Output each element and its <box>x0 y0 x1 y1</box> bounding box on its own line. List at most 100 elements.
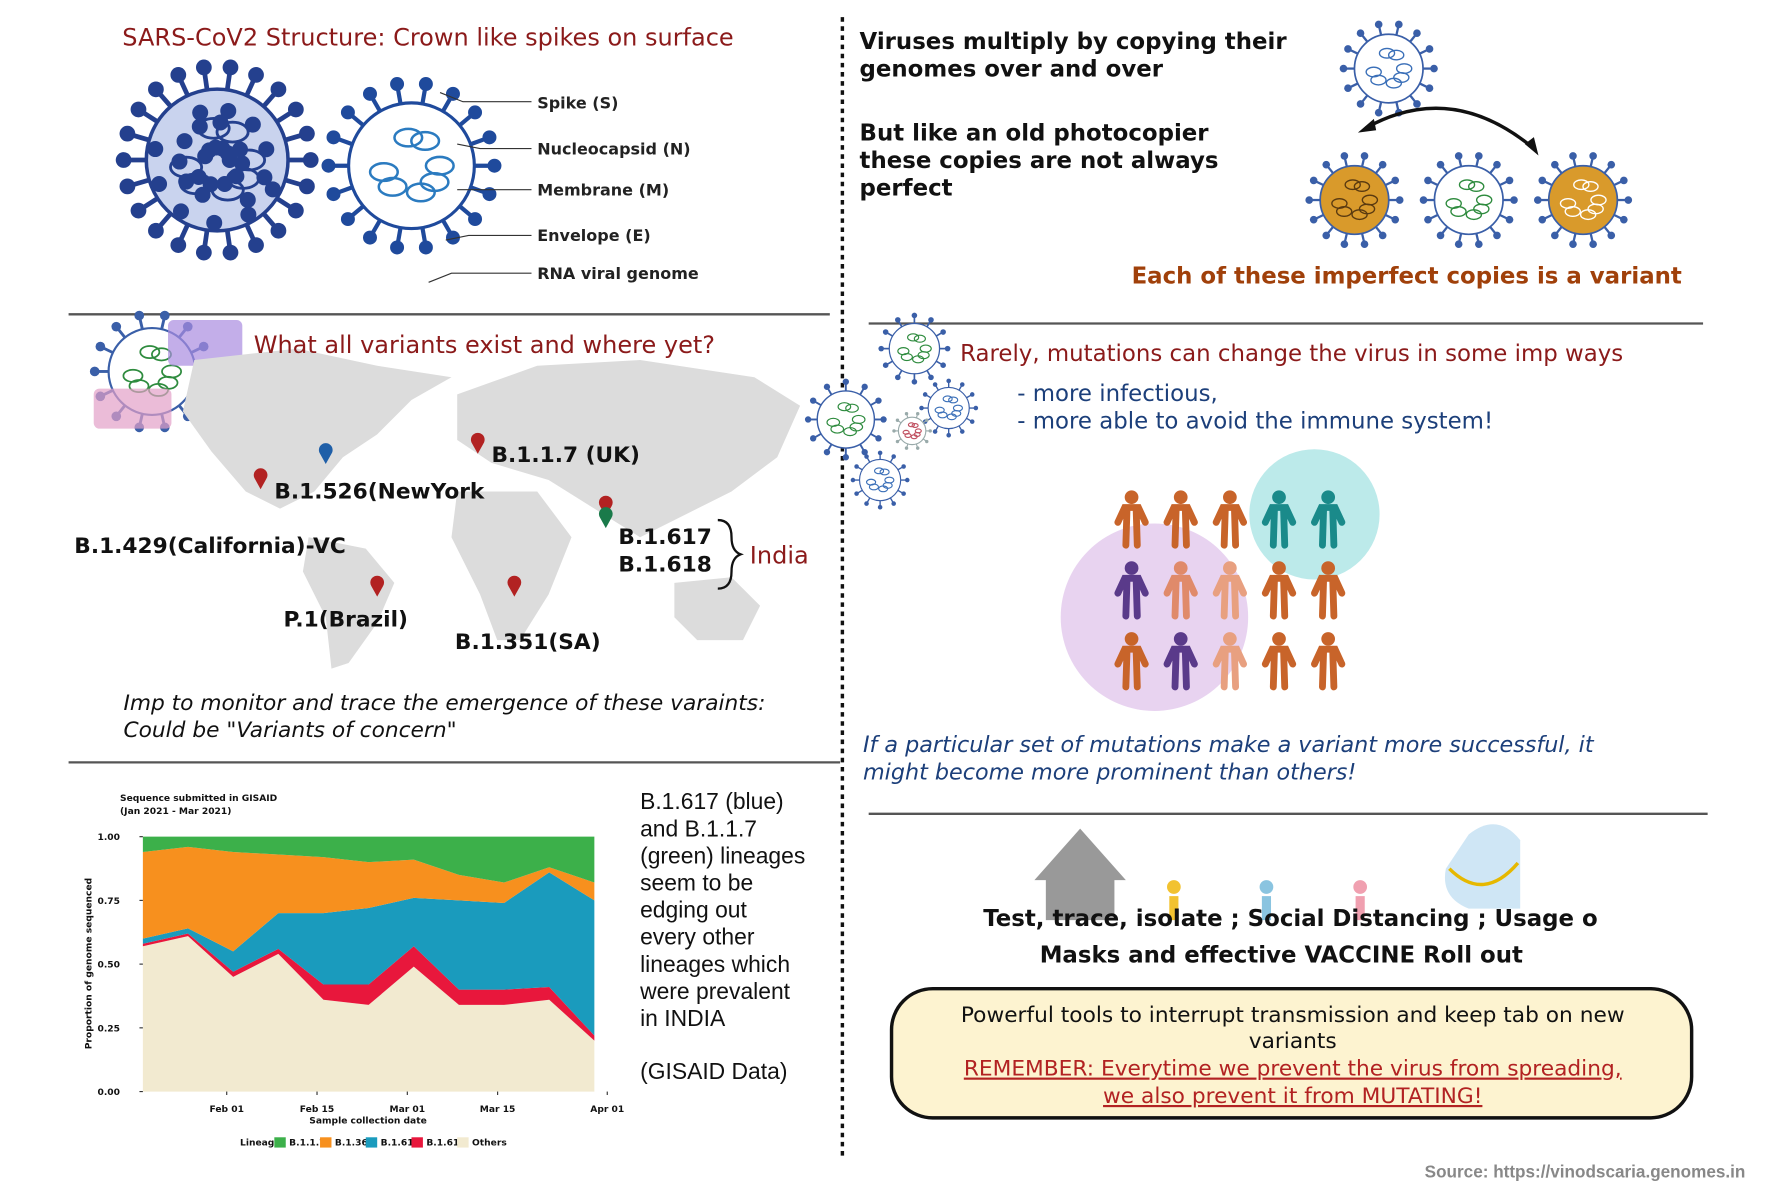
spike-head <box>861 448 868 456</box>
note-line: might become more prominent than others! <box>863 760 1356 786</box>
legend-label: B.1.1.7 <box>289 1138 325 1148</box>
spike-head <box>1538 215 1547 224</box>
continent <box>451 491 572 641</box>
spike-head <box>1424 176 1432 185</box>
map-pin <box>598 495 613 517</box>
spike-head <box>482 130 497 145</box>
continent <box>674 577 761 641</box>
spike-head <box>363 86 377 101</box>
spike-head <box>1322 160 1331 169</box>
virus-body <box>1547 164 1619 236</box>
bullet: - more infectious, <box>1017 381 1217 407</box>
person-body <box>1114 645 1149 691</box>
spike-head <box>159 310 170 321</box>
spike-head <box>468 105 483 120</box>
legend-swatch <box>457 1137 469 1148</box>
surface-protein <box>212 114 229 131</box>
legend-label: Others <box>472 1138 507 1148</box>
note-line: seem to be <box>640 870 753 896</box>
map-pin <box>253 468 268 490</box>
spike-head <box>809 397 817 404</box>
genome <box>405 182 436 203</box>
house-icon <box>1034 828 1126 921</box>
spike-head <box>1340 240 1349 248</box>
spike-head <box>932 429 938 434</box>
person-body <box>1163 574 1198 620</box>
spike-head <box>1538 176 1547 185</box>
chart: Sequence submitted in GISAID (Jan 2021 - … <box>84 794 624 1148</box>
genome <box>843 427 857 437</box>
spike-head <box>1391 215 1400 224</box>
genome <box>934 406 945 414</box>
surface-protein <box>194 186 211 203</box>
virus-body <box>858 458 902 502</box>
source: Source: https://vinodscaria.genomes.in <box>1425 1161 1746 1181</box>
spike-head <box>1607 231 1616 240</box>
person-head <box>1259 880 1274 894</box>
spike-head <box>195 59 212 76</box>
person-body <box>1261 504 1297 549</box>
color-tag <box>93 388 172 429</box>
area <box>142 836 595 883</box>
virus-icon <box>115 59 319 261</box>
spike-head <box>895 374 901 381</box>
decorations <box>89 20 1633 921</box>
surface-protein <box>178 173 195 190</box>
genome <box>1365 66 1382 78</box>
spike-head <box>1356 100 1365 108</box>
person-head <box>1272 561 1286 575</box>
legend-swatch <box>365 1137 378 1148</box>
person-body <box>1212 504 1248 549</box>
genome <box>907 422 916 428</box>
person-body <box>1163 504 1198 549</box>
person-body <box>1114 504 1149 549</box>
spike-head <box>1378 231 1387 240</box>
surface-protein <box>192 104 209 121</box>
virus-icon <box>892 411 932 450</box>
genome <box>1331 197 1348 209</box>
text-line: Viruses multiply by copying their <box>860 29 1288 55</box>
variant-label: B.1.618 <box>618 553 711 578</box>
spike-head <box>854 464 859 469</box>
spike-head <box>850 477 856 483</box>
person-body <box>1163 645 1198 691</box>
remember-line: we also prevent it from MUTATING! <box>1103 1084 1482 1109</box>
virus-body <box>897 416 927 446</box>
genome <box>865 478 877 486</box>
spike-head <box>1493 231 1501 240</box>
note-line: B.1.617 (blue) <box>640 788 784 814</box>
spike-head <box>468 212 483 227</box>
variant-label: B.1.429(California)-VC <box>74 534 345 559</box>
arrow <box>1365 106 1536 150</box>
spike-head <box>390 240 405 255</box>
text-line: But like an old photocopier <box>860 121 1210 147</box>
surface-protein <box>190 169 207 186</box>
spike-head <box>928 429 932 433</box>
genome <box>873 467 885 475</box>
genome <box>845 403 859 413</box>
legend-swatch <box>274 1137 286 1148</box>
spike-head <box>1395 196 1404 204</box>
spike-head <box>482 187 497 202</box>
chart-title: Sequence submitted in GISAID <box>120 794 278 804</box>
genome <box>368 161 399 183</box>
note-line: and B.1.1.7 <box>640 815 757 841</box>
spike-head <box>901 464 906 469</box>
part-label: Nucleocapsid (N) <box>537 139 690 158</box>
spike-head <box>170 237 187 253</box>
variant-label: B.1.617 <box>618 525 711 550</box>
note-line: If a particular set of mutations make a … <box>863 732 1595 758</box>
virus-icon <box>919 378 979 438</box>
spike-head <box>1510 196 1518 204</box>
spike-head <box>1344 45 1352 53</box>
legend-title: Lineage <box>240 1138 281 1148</box>
y-tick-label: 0.25 <box>97 1024 120 1034</box>
legend-swatch <box>320 1137 332 1148</box>
spike-head <box>195 244 212 261</box>
text-line: genomes over and over <box>860 57 1164 83</box>
person-body <box>1311 574 1346 620</box>
spike-head <box>321 158 336 173</box>
spike-head <box>148 81 164 98</box>
surface-protein <box>206 214 223 231</box>
